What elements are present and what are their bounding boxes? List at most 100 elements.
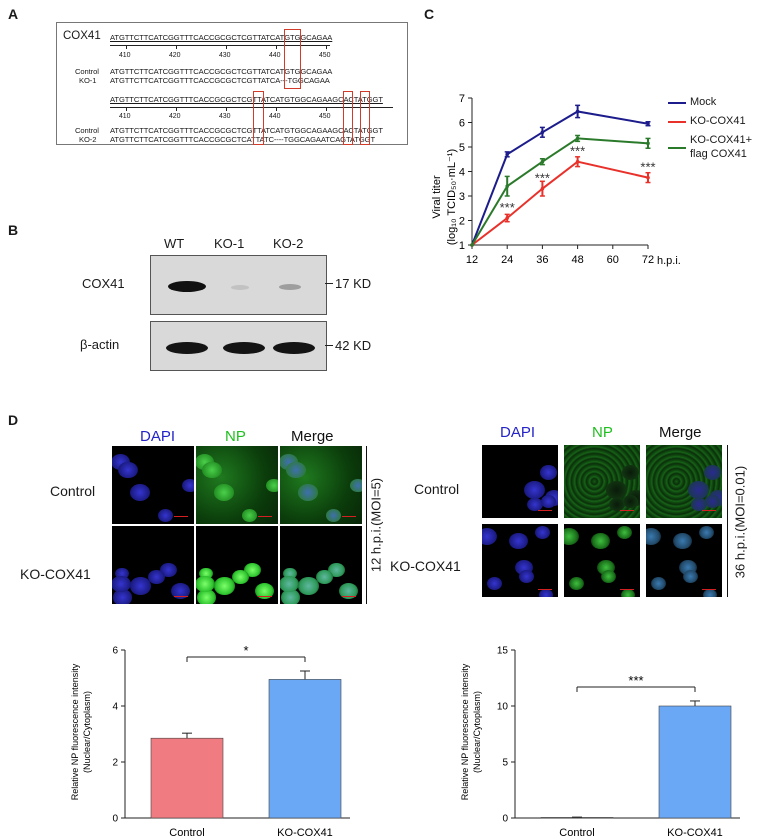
y-tick-label: 7 xyxy=(459,93,465,105)
cell-nucleus xyxy=(698,525,715,539)
cell-nucleus xyxy=(534,525,551,539)
cell-nucleus xyxy=(605,481,627,499)
panel-label-d: D xyxy=(8,412,19,428)
cell-nucleus xyxy=(129,484,150,502)
cell-nucleus xyxy=(214,577,235,595)
legend-label: KO-COX41+ xyxy=(690,134,753,146)
y-tick-label: 3 xyxy=(459,191,465,203)
mutation-highlight-box xyxy=(360,91,370,145)
significance-marker: *** xyxy=(628,673,643,688)
cell-nucleus xyxy=(539,588,554,597)
scale-bar xyxy=(258,595,272,597)
cell-nucleus xyxy=(687,481,709,499)
y-tick-label: 6 xyxy=(459,118,465,130)
blot-size-tick xyxy=(325,345,333,346)
condition-label: 12 h.p.i.(MOI=5) xyxy=(368,477,384,573)
legend-swatch xyxy=(668,121,686,123)
cell-nucleus xyxy=(112,575,131,593)
cell-nucleus xyxy=(608,497,625,512)
scale-bar xyxy=(258,515,272,517)
bar xyxy=(658,705,732,819)
scale-bar xyxy=(342,595,356,597)
y-tick-label: 2 xyxy=(112,758,118,769)
alignment-row-seq: ATGTTCTTCATCGGTTTCACCGCGCTCATTATC----TGG… xyxy=(110,135,376,144)
y-axis-label-units: (Nuclear/Cytoplasm) xyxy=(82,691,92,773)
data-point xyxy=(505,152,509,157)
alignment-row-label: KO-1 xyxy=(79,76,97,85)
y-axis-label: Viral titer xyxy=(431,175,443,219)
blot-band xyxy=(168,281,206,292)
micrograph-merge-ko xyxy=(280,526,362,604)
sequence-alignment-box: COX41 ATGTTCTTCATCGGTTTCACCGCGCTCGTTATCA… xyxy=(56,22,408,145)
condition-label: 36 h.p.i.(MOI=0.01) xyxy=(732,465,748,579)
cell-nucleus xyxy=(621,465,639,480)
panel-label-a: A xyxy=(8,6,19,22)
lane-label-ko1: KO-1 xyxy=(214,236,245,251)
legend-swatch xyxy=(668,147,686,149)
cell-nucleus xyxy=(651,577,667,591)
cell-nucleus xyxy=(523,481,545,499)
cell-nucleus xyxy=(526,497,543,512)
blot-band xyxy=(166,342,208,354)
data-point xyxy=(646,121,650,126)
micrograph-dapi-ko xyxy=(112,526,194,604)
cell-nucleus xyxy=(540,495,556,509)
micrograph-np-control xyxy=(564,445,640,518)
channel-label-dapi: DAPI xyxy=(140,428,176,445)
micrograph-dapi-control xyxy=(482,445,558,518)
x-tick-label: KO-COX41 xyxy=(277,827,333,838)
y-tick-label: 15 xyxy=(497,646,509,657)
cell-nucleus xyxy=(213,484,234,502)
ruler-line xyxy=(110,107,393,108)
ruler-label: 420 xyxy=(169,52,181,59)
scale-bar xyxy=(174,595,188,597)
cell-nucleus xyxy=(298,577,319,595)
cell-nucleus xyxy=(118,461,138,479)
western-blot-actin xyxy=(150,321,327,371)
micrograph-merge-ko xyxy=(646,524,722,597)
cell-nucleus xyxy=(703,465,721,480)
micrograph-np-ko xyxy=(196,526,278,604)
alignment-row-seq: ATGTTCTTCATCGGTTTCACCGCGCTCGTTATCATGTGGC… xyxy=(110,126,383,135)
ruler-ticks xyxy=(110,45,330,50)
blot-size-label: 42 KD xyxy=(335,338,372,353)
cell-nucleus xyxy=(196,575,215,593)
micrograph-dapi-ko xyxy=(482,524,558,597)
cell-nucleus xyxy=(339,582,359,599)
gene-label: COX41 xyxy=(63,30,101,42)
y-tick-label: 1 xyxy=(459,240,465,252)
cell-nucleus xyxy=(482,527,498,546)
ruler-line xyxy=(110,45,330,46)
blot-size-label: 17 KD xyxy=(335,276,372,291)
blot-protein-label: β-actin xyxy=(80,337,120,352)
y-tick-label: 5 xyxy=(459,142,465,154)
scale-bar xyxy=(620,509,634,511)
alignment-row-label: Control xyxy=(75,67,99,76)
x-tick-label: KO-COX41 xyxy=(667,827,723,838)
micrograph-merge-control xyxy=(280,446,362,524)
reference-sequence-2: ATGTTCTTCATCGGTTTCACCGCGCTCGTTATCATGTGGC… xyxy=(110,95,383,104)
cell-nucleus xyxy=(112,589,133,604)
data-point xyxy=(646,141,650,146)
x-axis-unit: h.p.i. xyxy=(657,255,681,267)
cell-nucleus xyxy=(690,497,707,512)
y-tick-label: 6 xyxy=(112,646,118,657)
scale-bar xyxy=(702,588,716,590)
panel-label-c: C xyxy=(424,6,435,22)
x-tick-label: 48 xyxy=(571,254,583,266)
y-tick-label: 2 xyxy=(459,216,465,228)
y-tick-label: 5 xyxy=(502,758,508,769)
lane-label-ko2: KO-2 xyxy=(273,236,304,251)
series-line xyxy=(471,137,649,246)
blot-size-tick xyxy=(325,283,333,284)
cell-nucleus xyxy=(569,577,585,591)
cell-nucleus xyxy=(622,495,638,509)
y-axis-label: Relative NP fluorescence intensity xyxy=(70,663,80,800)
scale-bar xyxy=(620,588,634,590)
scale-bar xyxy=(702,509,716,511)
cell-nucleus xyxy=(182,478,194,492)
mutation-highlight-box xyxy=(284,29,301,89)
cell-nucleus xyxy=(646,527,662,546)
ruler-label: 450 xyxy=(319,52,331,59)
cell-nucleus xyxy=(255,582,275,599)
